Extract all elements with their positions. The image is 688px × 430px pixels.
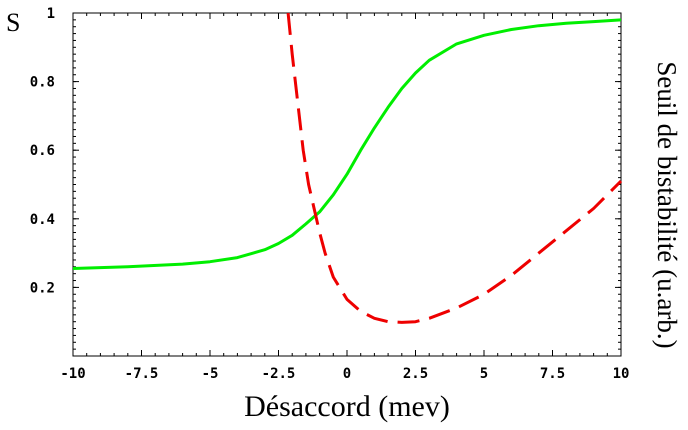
x-tick-label: 2.5 [403,366,428,382]
plot-frame [72,12,622,357]
y-axis-label: S [6,8,20,37]
y-tick-label: 0.4 [30,212,55,228]
x-tick-label: -7.5 [125,366,159,382]
x-tick-label: 10 [613,366,630,382]
x-tick-label: -5 [202,366,219,382]
x-axis-label: Désaccord (mev) [244,390,450,423]
y2-axis-label: Seuil de bistabilité (u.arb.) [652,61,682,348]
y-tick-label: 1 [47,6,55,22]
y-tick-label: 0.2 [30,280,55,296]
x-tick-label: 5 [480,366,488,382]
ticks: -10 -7.5 -5 -2.5 0 2.5 5 7.5 10 0.2 0.4 0.6 0.8 1 [30,6,630,382]
x-tick-label: -10 [60,366,85,382]
y-tick-label: 0.6 [30,143,55,159]
y-tick-label: 0.8 [30,75,55,91]
series-group [72,12,623,324]
x-tick-label: 7.5 [540,366,565,382]
x-tick-label: 0 [343,366,351,382]
dashed-series-line [286,12,623,324]
x-tick-label: -2.5 [262,366,296,382]
solid-series-line [72,18,622,270]
